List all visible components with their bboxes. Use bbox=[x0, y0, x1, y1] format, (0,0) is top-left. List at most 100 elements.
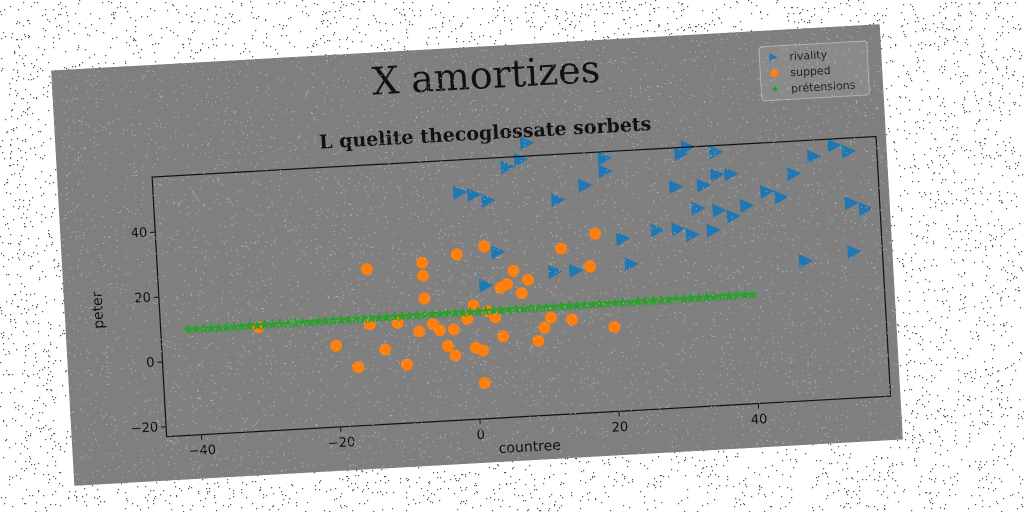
data-point bbox=[589, 227, 602, 240]
data-point bbox=[632, 295, 644, 307]
legend-box bbox=[758, 40, 871, 102]
axis-ticks: −40 −20 0 20 40 −20 0 20 40 bbox=[130, 226, 768, 460]
data-point bbox=[724, 167, 739, 182]
data-point bbox=[578, 178, 593, 193]
data-point bbox=[396, 310, 408, 322]
legend-marker bbox=[770, 69, 779, 78]
data-point bbox=[500, 160, 515, 175]
data-point bbox=[668, 180, 684, 195]
data-point bbox=[449, 307, 461, 319]
rotated-figure: X amortizes L quelite thecoglossate sorb… bbox=[51, 24, 903, 486]
data-point bbox=[416, 256, 429, 269]
data-point bbox=[841, 144, 856, 159]
data-point bbox=[350, 313, 362, 325]
data-point bbox=[413, 325, 426, 338]
data-point bbox=[578, 298, 591, 310]
data-point bbox=[289, 316, 301, 329]
data-point bbox=[858, 202, 874, 217]
data-point bbox=[352, 361, 365, 374]
data-point bbox=[568, 263, 584, 278]
data-point bbox=[472, 305, 484, 317]
data-point bbox=[360, 263, 373, 276]
data-point bbox=[197, 322, 210, 334]
data-point bbox=[601, 297, 614, 309]
data-point bbox=[566, 313, 579, 326]
data-point bbox=[365, 312, 377, 324]
data-point bbox=[548, 300, 560, 312]
data-point bbox=[266, 318, 278, 330]
data-point bbox=[571, 299, 583, 311]
data-point bbox=[540, 301, 553, 313]
data-point bbox=[774, 190, 789, 205]
data-point bbox=[693, 291, 705, 303]
data-point bbox=[251, 319, 263, 331]
data-point bbox=[746, 288, 758, 300]
data-point bbox=[738, 288, 751, 301]
data-point bbox=[510, 303, 522, 315]
data-point bbox=[182, 323, 195, 335]
data-point bbox=[525, 302, 537, 314]
data-point bbox=[674, 147, 689, 162]
data-point bbox=[379, 343, 392, 356]
data-point bbox=[691, 201, 706, 216]
data-point bbox=[844, 196, 859, 211]
data-point bbox=[827, 138, 842, 153]
y-axis-label: peter bbox=[89, 291, 107, 329]
data-point bbox=[380, 311, 393, 323]
data-point bbox=[662, 293, 674, 305]
data-point bbox=[312, 315, 324, 327]
data-point bbox=[274, 317, 286, 329]
data-point bbox=[696, 178, 712, 193]
data-point bbox=[739, 198, 755, 213]
data-point bbox=[519, 136, 535, 151]
data-point bbox=[447, 323, 460, 336]
series-star bbox=[182, 288, 758, 335]
legend-label: prétensions bbox=[791, 79, 856, 96]
y-tick-label: 0 bbox=[146, 355, 155, 370]
data-point bbox=[647, 294, 659, 306]
data-point bbox=[502, 303, 515, 315]
data-point bbox=[228, 320, 240, 332]
data-point bbox=[639, 295, 652, 307]
legend-label: supped bbox=[790, 64, 831, 79]
y-tick-label: −20 bbox=[130, 420, 158, 437]
data-point bbox=[388, 310, 400, 322]
data-point bbox=[650, 223, 665, 238]
data-point bbox=[677, 292, 690, 304]
data-point bbox=[330, 339, 343, 352]
data-point bbox=[342, 313, 355, 325]
data-point bbox=[297, 316, 309, 328]
data-point bbox=[786, 167, 802, 182]
data-point bbox=[616, 296, 629, 308]
data-point bbox=[517, 302, 530, 314]
data-point bbox=[373, 311, 385, 323]
data-point bbox=[400, 358, 413, 371]
data-point bbox=[521, 273, 534, 286]
data-point bbox=[236, 320, 248, 332]
x-tick-label: −20 bbox=[327, 435, 355, 452]
data-point bbox=[335, 314, 347, 326]
data-point bbox=[706, 223, 721, 238]
data-point bbox=[615, 231, 631, 246]
data-point bbox=[213, 321, 225, 333]
data-point bbox=[478, 377, 491, 390]
data-point bbox=[723, 289, 735, 301]
data-point bbox=[190, 323, 202, 335]
data-point bbox=[555, 242, 568, 255]
data-point bbox=[563, 299, 575, 311]
data-point bbox=[478, 278, 494, 293]
data-point bbox=[434, 307, 446, 319]
data-point bbox=[624, 296, 636, 308]
data-point bbox=[501, 278, 514, 291]
data-point bbox=[258, 318, 271, 330]
x-tick-label: 40 bbox=[751, 412, 768, 428]
data-point bbox=[403, 309, 416, 321]
series-triangle-right bbox=[452, 136, 874, 293]
scatter-chart: X amortizes L quelite thecoglossate sorb… bbox=[51, 24, 903, 486]
data-point bbox=[710, 168, 725, 183]
data-point bbox=[726, 209, 741, 224]
data-point bbox=[609, 297, 621, 309]
data-point bbox=[456, 306, 469, 318]
data-point bbox=[411, 309, 423, 321]
data-point bbox=[584, 260, 597, 273]
